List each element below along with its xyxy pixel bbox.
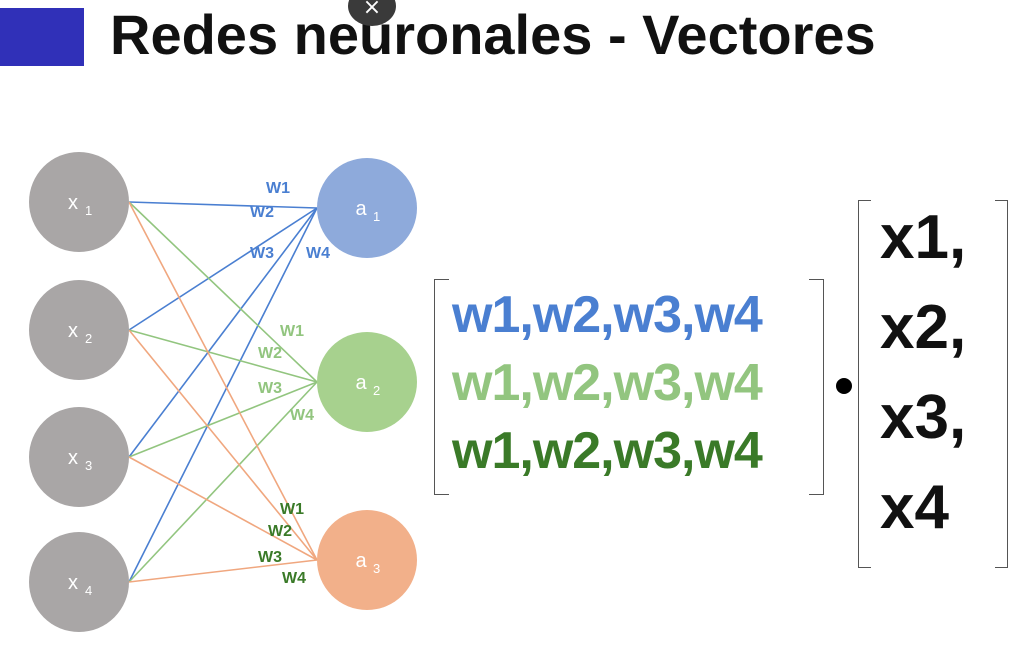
output-node-a1-subscript: 1: [373, 209, 380, 224]
weight-label-a1-w4: W4: [306, 245, 330, 262]
matrix-row-2: w1,w2,w3,w4: [452, 354, 763, 412]
matrix-row-1: w1,w2,w3,w4: [452, 286, 763, 344]
matrix-row-3: w1,w2,w3,w4: [452, 422, 763, 480]
weight-label-a2-w1: W1: [280, 323, 304, 340]
edge-x1-a2: [128, 201, 318, 383]
weight-label-a3-w1: W1: [280, 501, 304, 518]
output-node-a2-label: a: [355, 372, 367, 394]
vector-row-1: x1,: [880, 203, 967, 272]
vector-row-3: x3,: [880, 383, 967, 452]
weight-label-a1-w2: W2: [250, 204, 274, 221]
edge-x4-a2: [128, 381, 318, 583]
output-node-a3-circle: [317, 510, 417, 610]
matrix-left-bracket: [434, 279, 449, 495]
input-node-x2-circle: [29, 280, 129, 380]
edge-x3-a2: [128, 381, 318, 458]
output-node-a2-subscript: 2: [373, 383, 380, 398]
input-node-x2-subscript: 2: [85, 331, 92, 346]
nodes: x 1x 2x 3x 4a 1a 2a 3: [29, 152, 417, 632]
input-node-x4-label: x: [68, 572, 78, 594]
output-node-a3-subscript: 3: [373, 561, 380, 576]
weight-label-a3-w2: W2: [268, 523, 292, 540]
edge-x2-a1: [128, 207, 318, 331]
matrix-right-bracket: [809, 279, 824, 495]
edge-x3-a3: [128, 456, 318, 561]
dot-product-operator: [836, 378, 852, 394]
input-node-x2-label: x: [68, 320, 78, 342]
input-node-x1-subscript: 1: [85, 203, 92, 218]
weight-label-a2-w2: W2: [258, 345, 282, 362]
edge-x2-a2: [128, 329, 318, 383]
input-node-x1-label: x: [68, 192, 78, 214]
vector-row-4: x4: [880, 473, 949, 542]
input-node-x3-label: x: [68, 447, 78, 469]
weight-label-a3-w3: W3: [258, 549, 282, 566]
weight-label-a3-w4: W4: [282, 570, 306, 587]
input-node-x4-subscript: 4: [85, 583, 92, 598]
weight-label-a1-w1: W1: [266, 180, 290, 197]
input-vector: x1, x2, x3, x4: [858, 200, 1008, 568]
edge-x3-a1: [128, 207, 318, 458]
edge-x2-a3: [128, 329, 318, 561]
weight-matrix: w1,w2,w3,w4 w1,w2,w3,w4 w1,w2,w3,w4: [434, 279, 824, 495]
weight-label-a2-w4: W4: [290, 407, 314, 424]
output-node-a1-circle: [317, 158, 417, 258]
edge-x1-a1: [128, 201, 318, 209]
edge-x4-a1: [128, 207, 318, 583]
output-node-a2-circle: [317, 332, 417, 432]
page-title: Redes neuronales - Vectores: [110, 3, 876, 66]
edge-x1-a3: [128, 201, 318, 561]
input-node-x4-circle: [29, 532, 129, 632]
weight-label-a2-w3: W3: [258, 380, 282, 397]
connection-lines: [128, 201, 318, 583]
accent-block: [0, 8, 84, 66]
vector-left-bracket: [858, 200, 871, 568]
input-node-x1-circle: [29, 152, 129, 252]
output-node-a1-label: a: [355, 198, 367, 220]
input-node-x3-circle: [29, 407, 129, 507]
weight-label-a1-w3: W3: [250, 245, 274, 262]
edge-x4-a3: [128, 559, 318, 583]
input-node-x3-subscript: 3: [85, 458, 92, 473]
vector-right-bracket: [995, 200, 1008, 568]
output-node-a3-label: a: [355, 550, 367, 572]
vector-row-2: x2,: [880, 293, 967, 362]
